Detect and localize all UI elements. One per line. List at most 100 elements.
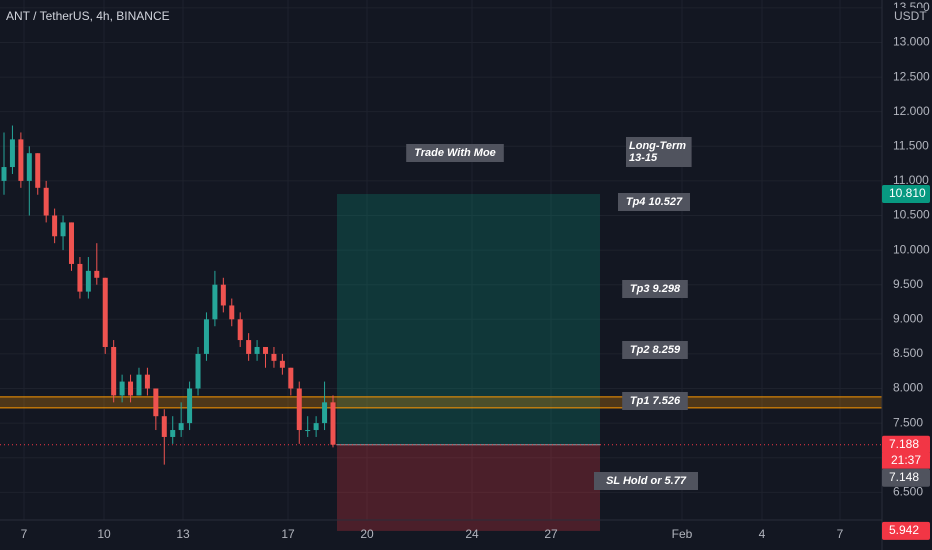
y-tick-label: 12.500 (893, 69, 930, 83)
annotation-text: SL Hold or 5.77 (606, 475, 687, 487)
currency-box (888, 8, 924, 26)
annotation: Trade With Moe (406, 144, 504, 162)
candle-body (102, 277, 108, 347)
candle-body (305, 430, 311, 432)
y-tick-label: 9.000 (893, 311, 923, 325)
candle-body (246, 340, 252, 354)
y-tick-label: 8.000 (893, 381, 923, 395)
x-tick-label: 7 (837, 527, 844, 541)
annotation-text: Tp4 10.527 (626, 196, 683, 208)
annotation-text: Tp3 9.298 (630, 283, 681, 295)
annotation-box (622, 392, 688, 410)
candle-body (296, 388, 302, 431)
annotation-text: Long-Term (629, 140, 686, 152)
stop-loss-zone (337, 444, 600, 531)
annotation-text: Trade With Moe (414, 147, 496, 159)
candle-body (85, 270, 91, 292)
x-tick-label: 24 (465, 527, 479, 541)
price-tag (882, 468, 930, 487)
currency-label: USDT (894, 9, 927, 23)
candle-body (203, 319, 209, 354)
candle-body (330, 402, 336, 445)
candle-body (77, 263, 83, 292)
candle-body (271, 353, 277, 361)
x-tick-label: 7 (21, 527, 28, 541)
y-tick-label: 11.000 (893, 173, 929, 187)
price-tag-label: 5.942 (889, 523, 919, 537)
symbol-header: ANT / TetherUS, 4h, BINANCE (6, 9, 170, 23)
candle-body (52, 215, 58, 237)
take-profit-zone (337, 194, 600, 445)
price-tag-label: 10.810 (889, 186, 926, 200)
price-tag (882, 521, 930, 540)
candle-body (111, 346, 117, 396)
candle-body (1, 167, 7, 181)
candle-body (136, 374, 142, 396)
annotation: Tp3 9.298 (622, 280, 688, 298)
candle-body (94, 270, 100, 278)
y-tick-label: 9.500 (893, 277, 923, 291)
candle-body (279, 360, 285, 368)
x-tick-label: 10 (97, 527, 111, 541)
countdown: 21:37 (891, 453, 921, 467)
candle-body (26, 153, 32, 181)
candle-body (153, 388, 159, 417)
price-tag-label: 7.188 (889, 437, 919, 451)
candle-body (178, 423, 184, 431)
candle-body (229, 305, 235, 320)
candle-body (170, 430, 176, 437)
y-tick-label: 11.500 (893, 138, 929, 152)
price-tag (882, 185, 930, 204)
y-tick-label: 7.500 (893, 415, 923, 429)
x-tick-label: 27 (544, 527, 558, 541)
y-tick-label: 12.000 (893, 104, 930, 118)
annotation: Tp2 8.259 (622, 341, 688, 359)
candle-body (187, 388, 193, 424)
plot (0, 125, 882, 531)
candle-body (263, 346, 269, 354)
x-tick-label: 17 (281, 527, 295, 541)
candle-body (313, 423, 319, 431)
annotation-text: 13-15 (629, 152, 658, 164)
x-tick-label: 20 (360, 527, 374, 541)
candle-body (9, 139, 15, 168)
candle-body (322, 402, 328, 424)
candle-body (60, 222, 66, 237)
candle-body (18, 139, 24, 181)
candle-body (254, 346, 260, 354)
candle-body (35, 153, 41, 188)
annotation: Tp1 7.526 (622, 392, 688, 410)
support-zone (0, 396, 882, 408)
x-tick-label: Feb (672, 527, 693, 541)
annotation-box (618, 193, 690, 211)
x-tick-label: 13 (176, 527, 190, 541)
price-tag (882, 435, 930, 454)
annotation-box (626, 137, 692, 167)
annotation: SL Hold or 5.77 (594, 472, 698, 490)
y-axis: 13.50013.00012.50012.00011.50011.00010.5… (893, 0, 930, 498)
annotation: Tp4 10.527 (618, 193, 690, 211)
candle-body (220, 284, 226, 306)
y-tick-label: 8.500 (893, 346, 923, 360)
x-tick-label: 4 (759, 527, 766, 541)
y-tick-label: 6.500 (893, 484, 923, 498)
candle-body (288, 367, 294, 389)
candle-body (237, 319, 243, 341)
annotation-box (594, 472, 698, 490)
countdown-box (882, 452, 930, 469)
annotation-box (406, 144, 504, 162)
y-tick-label: 13.000 (893, 35, 930, 49)
candle-body (195, 353, 201, 389)
candle-body (144, 374, 150, 389)
candle-body (161, 416, 167, 437)
y-tick-label: 10.500 (893, 208, 930, 222)
annotation-box (622, 280, 688, 298)
price-tag-label: 7.148 (889, 470, 919, 484)
candle-body (128, 381, 134, 396)
annotation-text: Tp1 7.526 (630, 395, 681, 407)
candle-body (43, 187, 49, 216)
candle-body (68, 222, 74, 264)
